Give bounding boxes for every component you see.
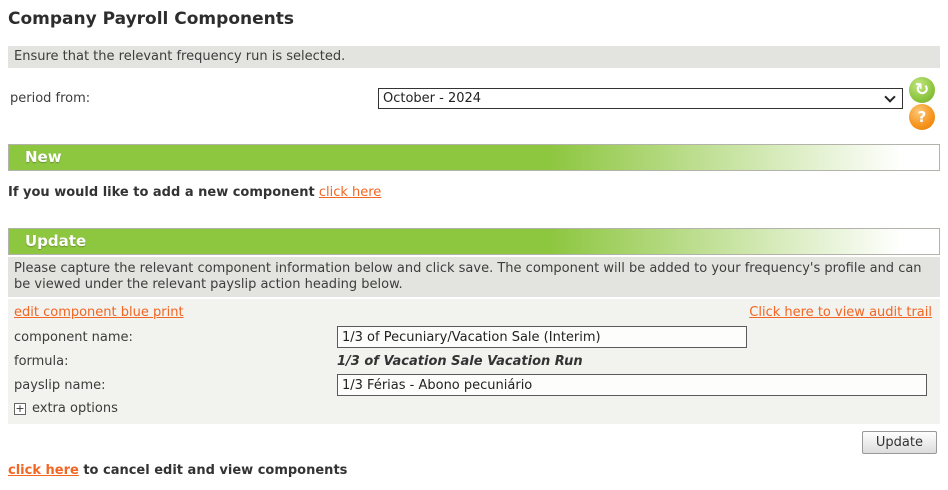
cancel-line: click here to cancel edit and view compo…: [8, 463, 940, 479]
extra-options-label: extra options: [32, 401, 118, 416]
icon-stack: ↻ ?: [909, 77, 935, 130]
section-header-new: New: [8, 144, 940, 171]
update-button[interactable]: Update: [861, 431, 937, 454]
period-row: period from: October - 2024 ↻ ?: [8, 77, 940, 130]
payslip-name-label: payslip name:: [14, 377, 106, 393]
update-instructions: Please capture the relevant component in…: [8, 257, 940, 297]
new-section-title: New: [25, 148, 62, 166]
cancel-link[interactable]: click here: [8, 463, 79, 478]
formula-value: 1/3 of Vacation Sale Vacation Run: [337, 353, 583, 369]
period-select[interactable]: October - 2024: [378, 88, 903, 109]
component-name-input[interactable]: [337, 326, 747, 348]
payslip-name-row: payslip name:: [12, 373, 936, 397]
edit-blueprint-link[interactable]: edit component blue print: [14, 305, 184, 320]
add-component-prompt: If you would like to add a new component: [8, 185, 315, 200]
component-name-label: component name:: [14, 329, 133, 345]
button-row: Update: [8, 431, 940, 454]
refresh-icon[interactable]: ↻: [909, 77, 935, 103]
cancel-text: to cancel edit and view components: [78, 463, 348, 478]
links-row: edit component blue print Click here to …: [12, 303, 936, 325]
notice-bar: Ensure that the relevant frequency run i…: [8, 46, 940, 68]
formula-label: formula:: [14, 353, 69, 369]
formula-row: formula: 1/3 of Vacation Sale Vacation R…: [12, 349, 936, 373]
add-component-line: If you would like to add a new component…: [8, 184, 940, 201]
add-component-link[interactable]: click here: [318, 185, 382, 200]
audit-trail-link[interactable]: Click here to view audit trail: [749, 305, 932, 320]
extra-options-toggle[interactable]: + extra options: [12, 401, 936, 416]
expand-icon: +: [14, 401, 26, 415]
payslip-name-input[interactable]: [337, 374, 927, 396]
update-form-panel: edit component blue print Click here to …: [8, 299, 940, 424]
component-name-row: component name:: [12, 325, 936, 349]
update-section-title: Update: [25, 232, 87, 250]
section-header-update: Update: [8, 228, 940, 255]
help-icon[interactable]: ?: [909, 104, 935, 130]
page-title: Company Payroll Components: [8, 9, 294, 29]
period-select-wrap: October - 2024: [378, 88, 903, 109]
period-from-label: period from:: [10, 91, 91, 106]
